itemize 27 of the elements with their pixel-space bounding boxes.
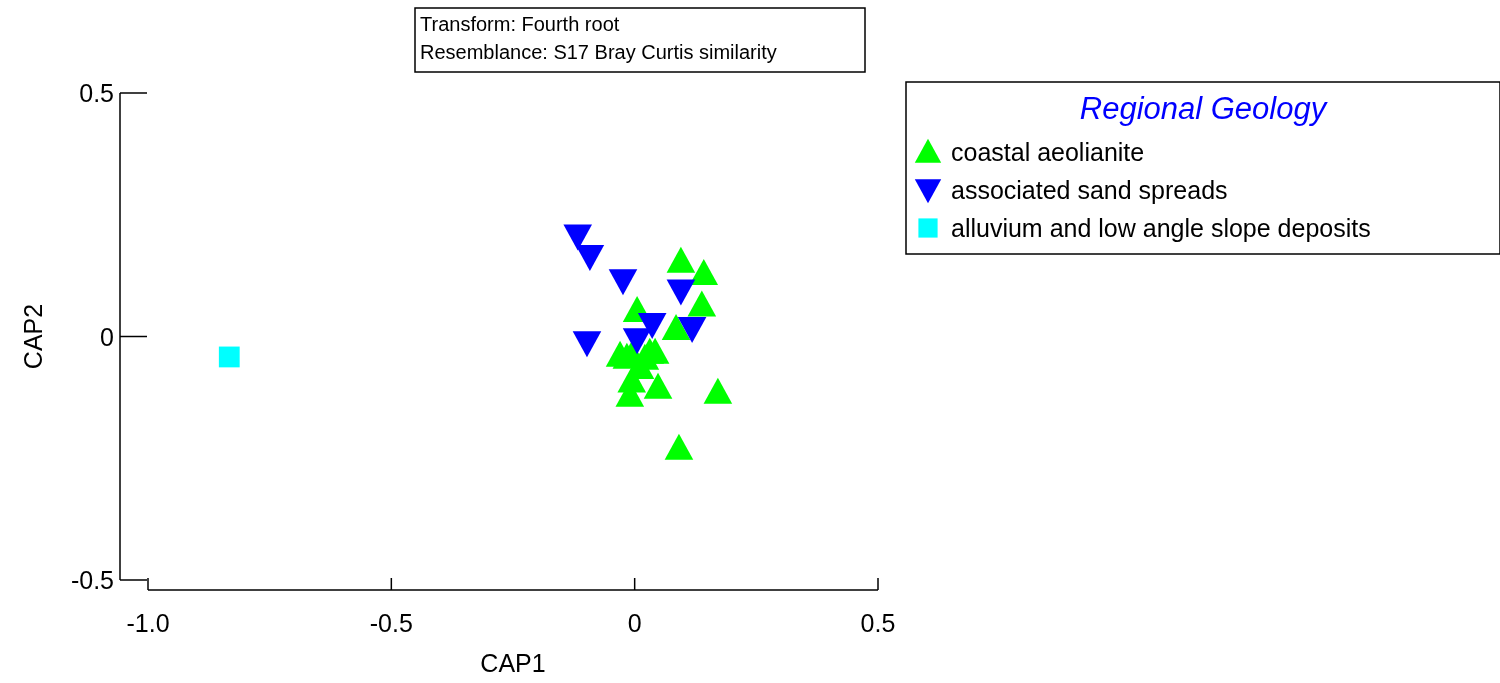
legend-label: associated sand spreads [951,176,1228,204]
text: Transform: Fourth root [420,13,620,35]
legend-title: Regional Geology [1079,91,1329,126]
x-tick-label: -0.5 [369,609,413,637]
x-axis-title: CAP1 [480,649,546,677]
y-tick-label: 0.5 [79,79,114,107]
point [664,433,694,460]
point [643,372,673,399]
point [687,290,717,317]
point [575,244,605,271]
x-tick-label: -1.0 [126,609,170,637]
point [563,224,593,251]
point [666,279,696,306]
y-axis-title: CAP2 [19,303,47,370]
legend-label: alluvium and low angle slope deposits [951,214,1371,242]
point [703,377,733,404]
point [689,258,719,285]
point [661,313,691,340]
legend-label: coastal aeolianite [951,138,1145,166]
text: Resemblance: S17 Bray Curtis similarity [420,41,777,63]
x-tick-label: 0.5 [860,609,896,637]
y-tick-label: 0 [100,322,114,351]
x-tick-label: 0 [627,609,642,637]
point [666,246,696,273]
y-tick-label: -0.5 [70,566,114,594]
point [218,346,240,368]
point [608,269,638,296]
